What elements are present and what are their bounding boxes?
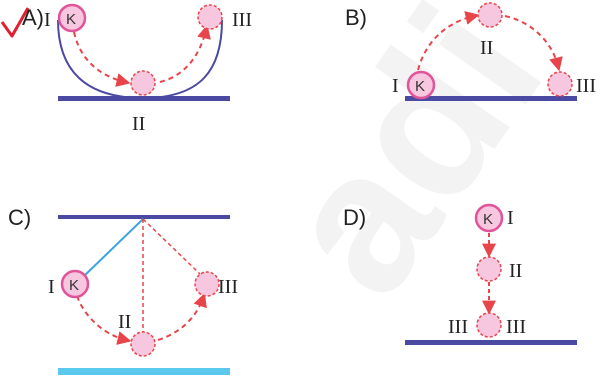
option-d-ghost-pos3 (476, 312, 502, 338)
option-d-label: D) (343, 205, 366, 230)
option-d-pos3-left-label: III (448, 316, 468, 338)
option-c-ghost-pos3 (194, 271, 220, 297)
option-c-ball-letter: K (69, 277, 79, 294)
option-c-ghost-pos2 (130, 331, 156, 357)
option-b-ball-pos1 (406, 70, 436, 100)
option-c-string-pos3-dashed (142, 218, 201, 275)
option-b-ground (405, 96, 577, 101)
option-a-path-arrow-left (73, 31, 131, 87)
option-b-ghost-pos3 (547, 71, 573, 97)
option-c-pos2-label: II (118, 311, 131, 333)
option-c-ball-pos1 (60, 269, 90, 299)
option-d-pos2-label: II (509, 260, 522, 282)
option-a-path-arrow-right (159, 24, 211, 83)
option-d-ball-pos1 (474, 203, 504, 233)
option-c-pos3-label: III (218, 276, 238, 298)
option-c-path-arrow-right (157, 292, 207, 341)
svg-text:adi: adi (236, 0, 584, 332)
option-a[interactable]: A) I II III K (0, 3, 252, 135)
option-b-path-arrow-up (417, 11, 480, 71)
option-d-pos3-right-label: III (506, 316, 526, 338)
option-b-pos3-label: III (576, 75, 596, 97)
option-d-ghost-pos2 (476, 256, 502, 282)
check-mark-icon (0, 7, 30, 38)
option-c-label: C) (8, 205, 31, 230)
option-a-ghost-pos3 (197, 4, 223, 30)
option-d-pos1-label: I (507, 207, 514, 229)
option-b-pos2-label: II (480, 37, 493, 59)
option-a-ghost-pos2 (130, 70, 156, 96)
option-c-floor (58, 368, 230, 375)
option-d[interactable]: D) I II III III K (343, 203, 577, 345)
option-c-pendulum-string (82, 218, 144, 278)
option-a-ball-pos1 (57, 3, 87, 33)
option-b-path-arrow-down (504, 15, 563, 72)
option-b-ghost-pos2 (477, 2, 503, 28)
option-b-pos1-label: I (392, 75, 399, 97)
watermark: adi (236, 0, 584, 332)
option-c[interactable]: C) I II III K (8, 205, 238, 375)
option-a-pos1-label: I (44, 9, 51, 31)
option-c-pos1-label: I (48, 276, 55, 298)
option-a-pos3-label: III (232, 9, 252, 31)
option-b[interactable]: B) I II III K (345, 2, 596, 101)
option-a-ground (58, 96, 230, 101)
option-c-ceiling (58, 215, 230, 219)
option-a-pos2-label: II (132, 113, 145, 135)
option-d-ground (405, 340, 577, 345)
option-d-ball-letter: K (483, 211, 493, 228)
option-a-label: A) (22, 5, 44, 30)
option-a-ball-letter: K (66, 11, 76, 28)
option-b-label: B) (345, 5, 367, 30)
option-b-ball-letter: K (415, 78, 425, 95)
